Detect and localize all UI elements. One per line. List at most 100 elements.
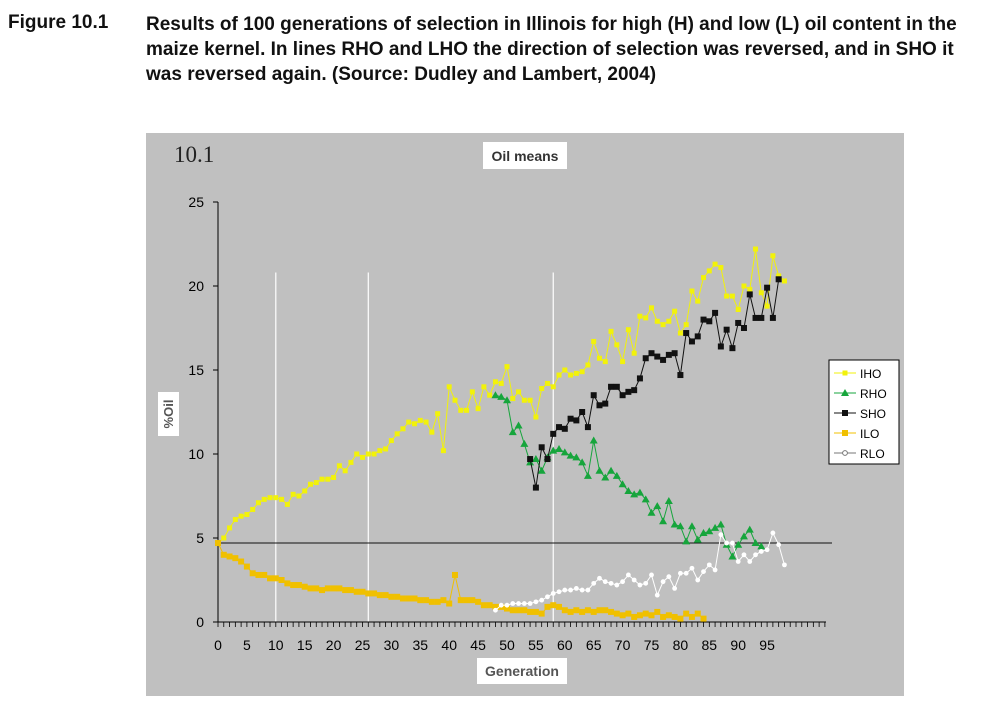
data-point-ilo — [550, 602, 557, 609]
data-point-rho — [659, 517, 668, 525]
data-point-sho — [631, 387, 638, 394]
data-point-iho — [620, 359, 626, 365]
data-point-ilo — [295, 582, 302, 589]
x-tick-label: 15 — [297, 637, 313, 653]
data-point-ilo — [376, 592, 383, 599]
data-point-rlo — [666, 574, 672, 580]
data-point-rlo — [608, 580, 614, 586]
data-point-iho — [331, 475, 337, 481]
data-point-ilo — [434, 598, 441, 605]
data-point-rlo — [637, 582, 643, 588]
legend-marker-iho — [842, 370, 848, 376]
x-tick-label: 65 — [586, 637, 602, 653]
data-point-ilo — [249, 570, 256, 577]
data-point-sho — [532, 484, 539, 491]
data-point-rlo — [730, 540, 735, 546]
data-point-ilo — [636, 612, 643, 619]
x-tick-label: 60 — [557, 637, 573, 653]
data-point-ilo — [342, 587, 349, 594]
data-point-rlo — [701, 569, 706, 574]
data-point-rho — [503, 396, 511, 404]
data-point-iho — [608, 328, 614, 334]
data-point-sho — [590, 392, 597, 399]
data-point-ilo — [694, 610, 701, 617]
data-point-iho — [776, 273, 782, 279]
data-point-rlo — [556, 589, 562, 595]
data-point-rlo — [683, 570, 689, 576]
x-tick-label: 0 — [214, 637, 222, 653]
data-point-ilo — [215, 540, 221, 547]
data-point-ilo — [671, 613, 678, 620]
data-point-rho — [583, 471, 592, 479]
data-point-iho — [562, 367, 568, 373]
data-point-iho — [556, 372, 562, 378]
data-point-iho — [284, 501, 290, 507]
data-point-ilo — [255, 571, 262, 578]
data-point-ilo — [457, 597, 464, 604]
data-point-iho — [412, 421, 418, 427]
data-point-rlo — [602, 579, 608, 585]
data-point-rho — [508, 428, 517, 436]
data-point-rlo — [660, 579, 666, 585]
data-point-rho — [572, 453, 581, 461]
data-point-ilo — [411, 595, 418, 602]
data-point-ilo — [382, 592, 389, 599]
data-point-iho — [429, 429, 435, 435]
data-point-ilo — [417, 597, 424, 604]
data-point-sho — [527, 456, 534, 463]
data-point-sho — [567, 415, 574, 422]
data-point-rho — [670, 520, 679, 528]
data-point-ilo — [226, 553, 233, 560]
data-point-ilo — [394, 593, 401, 600]
data-point-ilo — [596, 607, 603, 614]
legend-label: RHO — [860, 387, 887, 401]
data-point-ilo — [579, 608, 586, 615]
data-point-rlo — [597, 575, 602, 581]
data-point-iho — [712, 261, 718, 267]
data-point-ilo — [509, 607, 516, 614]
data-point-rho — [537, 466, 546, 474]
data-point-iho — [394, 431, 400, 437]
y-tick-label: 20 — [188, 278, 204, 294]
data-point-rho — [555, 444, 564, 452]
series-iho — [215, 246, 787, 546]
data-point-rho — [647, 508, 656, 516]
data-point-sho — [677, 372, 684, 379]
series-sho — [527, 276, 782, 491]
data-point-iho — [504, 364, 510, 370]
data-point-sho — [602, 400, 609, 407]
data-point-rho — [745, 525, 754, 533]
data-point-iho — [781, 278, 787, 284]
data-point-iho — [539, 385, 545, 391]
data-point-ilo — [469, 597, 476, 604]
data-point-rlo — [770, 530, 776, 536]
data-point-rlo — [516, 601, 521, 606]
data-point-ilo — [602, 607, 609, 614]
data-point-sho — [608, 383, 615, 390]
data-point-rlo — [539, 597, 545, 603]
data-point-ilo — [428, 598, 435, 605]
data-point-sho — [596, 402, 603, 409]
data-point-iho — [487, 392, 493, 398]
data-point-iho — [452, 397, 458, 403]
data-point-sho — [717, 343, 724, 350]
data-point-iho — [631, 350, 637, 356]
y-tick-label: 15 — [188, 362, 204, 378]
data-point-ilo — [272, 575, 279, 582]
data-point-iho — [423, 419, 429, 425]
data-point-iho — [464, 407, 470, 413]
data-point-ilo — [515, 607, 522, 614]
data-point-iho — [383, 446, 389, 452]
data-point-ilo — [301, 583, 308, 590]
data-point-ilo — [625, 610, 632, 617]
data-point-iho — [342, 468, 348, 474]
y-tick-label: 25 — [188, 194, 204, 210]
data-point-iho — [492, 379, 498, 385]
data-point-rlo — [654, 592, 660, 598]
legend-label: SHO — [860, 407, 886, 421]
data-point-iho — [764, 303, 770, 309]
data-point-iho — [296, 493, 302, 499]
data-point-ilo — [544, 603, 551, 610]
data-point-sho — [654, 353, 661, 360]
data-point-rlo — [614, 582, 620, 588]
